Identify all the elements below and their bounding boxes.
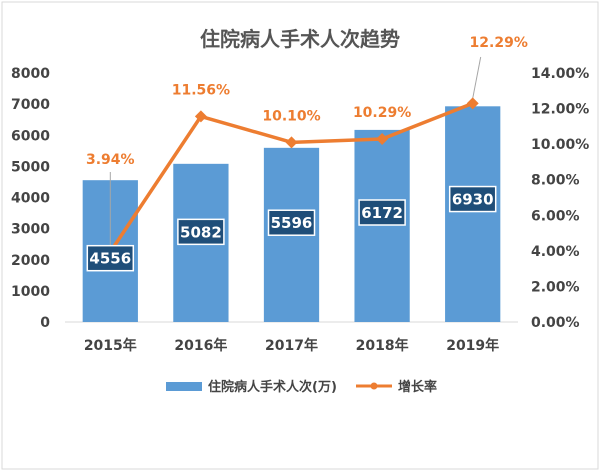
left-axis: 0 1000 2000 3000 4000 5000 6000 7000 8000	[11, 66, 50, 331]
left-axis-tick: 5000	[11, 159, 50, 175]
category-label: 2018年	[356, 337, 409, 354]
right-axis: 0.00% 2.00% 4.00% 6.00% 8.00% 10.00% 12.00% 14.…	[531, 66, 589, 331]
legend-bar-label: 住院病人手术人次(万)	[208, 379, 337, 395]
bar	[445, 106, 501, 323]
legend-bar-swatch	[166, 382, 202, 391]
legend: 住院病人手术人次(万) 增长率	[166, 379, 437, 395]
bar-data-label: 5082	[180, 223, 222, 241]
bar	[354, 129, 410, 322]
rate-data-labels: 3.94% 11.56% 10.10% 10.29% 12.29%	[86, 35, 528, 168]
legend-line-marker	[370, 382, 378, 390]
rate-data-label: 3.94%	[86, 152, 135, 168]
left-axis-tick: 1000	[11, 284, 50, 300]
rate-data-label: 12.29%	[470, 35, 528, 51]
growth-rate-point	[194, 110, 207, 123]
growth-rate-point	[376, 132, 389, 145]
category-label: 2017年	[265, 337, 318, 354]
left-axis-tick: 3000	[11, 222, 50, 238]
right-axis-tick: 4.00%	[531, 244, 580, 260]
rate-data-label: 10.10%	[262, 108, 320, 124]
chart-title: 住院病人手术人次趋势	[200, 27, 400, 51]
right-axis-tick: 14.00%	[531, 66, 589, 82]
bar-data-label: 6172	[361, 204, 403, 222]
growth-rate-point	[285, 136, 298, 149]
label-leader-line	[472, 56, 482, 99]
bar-data-label: 5596	[271, 214, 313, 232]
bar-label-box	[358, 199, 406, 226]
right-axis-tick: 8.00%	[531, 173, 580, 189]
growth-rate-point	[466, 97, 479, 110]
bar-label-box	[448, 185, 497, 213]
left-axis-tick: 8000	[11, 66, 50, 82]
left-axis-tick: 4000	[11, 191, 50, 207]
legend-line-label: 增长率	[398, 379, 437, 395]
left-axis-tick: 7000	[11, 97, 50, 113]
right-axis-tick: 0.00%	[531, 315, 580, 331]
bar-data-label: 4556	[89, 250, 131, 268]
right-axis-tick: 12.00%	[531, 102, 589, 118]
bar-label-box	[86, 244, 135, 272]
category-label: 2015年	[84, 337, 137, 354]
left-axis-tick: 6000	[11, 128, 50, 144]
bar-label-box	[267, 209, 316, 236]
category-label: 2016年	[174, 337, 227, 354]
category-labels: 2015年 2016年 2017年 2018年 2019年	[84, 337, 499, 354]
right-axis-tick: 10.00%	[531, 137, 589, 153]
left-axis-tick: 2000	[11, 253, 50, 269]
bar-data-label: 6930	[452, 191, 494, 209]
rate-data-label: 11.56%	[172, 82, 230, 98]
category-label: 2019年	[446, 337, 499, 354]
bar-data-labels: 4556 5082 5596 6172 6930	[86, 185, 497, 272]
bar-label-box	[177, 218, 225, 246]
right-axis-tick: 6.00%	[531, 208, 580, 224]
left-axis-tick: 0	[40, 315, 50, 331]
right-axis-tick: 2.00%	[531, 279, 580, 295]
rate-data-label: 10.29%	[353, 105, 411, 121]
